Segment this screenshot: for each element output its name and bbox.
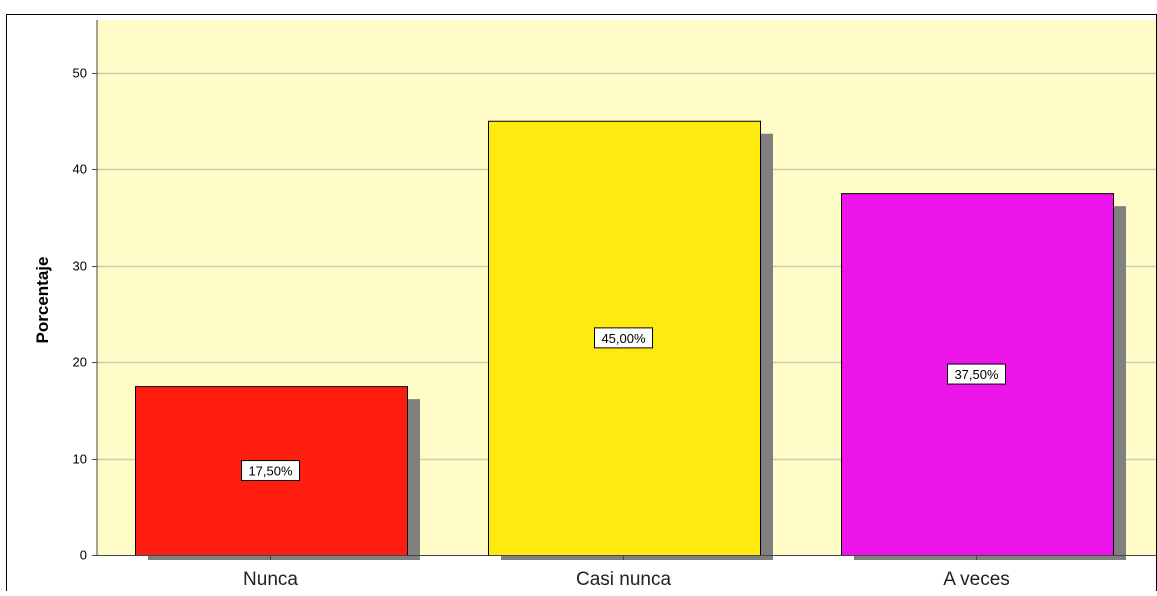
y-tick-label: 0 [80, 548, 87, 563]
x-tick-label: Casi nunca [576, 569, 671, 590]
data-labels: 17,50% 45,00% 37,50% [241, 327, 1006, 482]
data-label: 17,50% [248, 464, 293, 479]
data-label: 45,00% [601, 331, 646, 346]
data-label: 37,50% [954, 367, 999, 382]
y-tick-label: 40 [73, 162, 87, 177]
data-label-box [594, 327, 653, 349]
x-tick-label: Nunca [243, 569, 298, 590]
y-axis-ticks: 0 10 20 30 40 50 [73, 66, 97, 563]
x-tick-label: A veces [943, 569, 1010, 590]
y-axis-title: Porcentaje [33, 257, 52, 344]
y-tick-label: 10 [73, 452, 87, 467]
data-label-box [947, 363, 1006, 385]
x-axis-ticks: Nunca Casi nunca A veces [243, 555, 1010, 590]
data-label-box [241, 460, 300, 482]
y-tick-label: 20 [73, 355, 87, 370]
y-tick-label: 50 [73, 66, 87, 81]
y-tick-label: 30 [73, 259, 87, 274]
